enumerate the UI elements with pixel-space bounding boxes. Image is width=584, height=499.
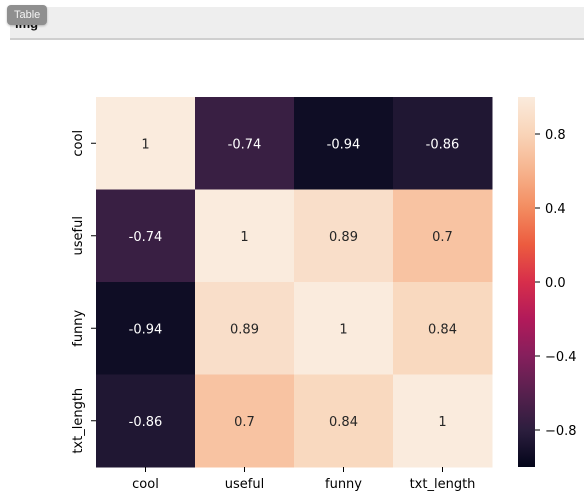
- colorbar-tick-label: −0.8: [545, 424, 577, 439]
- colorbar-tick-label: 0.4: [545, 202, 566, 217]
- colorbar-tick-label: 0.8: [545, 128, 566, 143]
- y-tick-label: txt_length: [71, 388, 86, 454]
- heatmap-cell-funny-funny: [294, 282, 394, 375]
- colorbar: [518, 97, 535, 467]
- cell-value-label: -0.86: [129, 415, 163, 430]
- y-tick-label: cool: [71, 130, 86, 157]
- heatmap-cell-cool-funny: [294, 97, 394, 190]
- heatmap-cell-funny-txt_length: [393, 282, 493, 375]
- cell-value-label: -0.94: [327, 137, 361, 152]
- colorbar-axis: 0.8 0.4 0.0 −0.4 −0.8: [535, 128, 577, 439]
- x-tick-label: cool: [132, 477, 159, 492]
- heatmap-cells: 1 -0.74 -0.94 -0.86 -0.74 1 0.89 0.7 -0.94 0.89 1 0…: [96, 97, 493, 468]
- heatmap-cell-txt_length-useful: [195, 374, 295, 468]
- heatmap-cell-txt_length-funny: [294, 374, 394, 468]
- cell-value-label: 0.7: [234, 415, 255, 430]
- heatmap-cell-cool-useful: [195, 97, 295, 190]
- heatmap-cell-useful-txt_length: [393, 189, 493, 283]
- heatmap-cell-useful-useful: [195, 189, 295, 283]
- y-tick-label: useful: [71, 216, 86, 255]
- x-tick-label: funny: [325, 477, 362, 492]
- cell-value-label: -0.86: [426, 137, 460, 152]
- heatmap-cell-funny-cool: [96, 282, 196, 375]
- cell-value-label: 0.84: [329, 415, 358, 430]
- cell-value-label: 1: [438, 415, 446, 430]
- heatmap-cell-cool-cool: [96, 97, 196, 190]
- cell-value-label: 0.7: [432, 230, 453, 245]
- output-header: img: [10, 7, 584, 40]
- y-axis: cool useful funny txt_length: [71, 130, 96, 454]
- heatmap-cell-useful-cool: [96, 189, 196, 283]
- heatmap-cell-txt_length-cool: [96, 374, 196, 468]
- x-axis: cool useful funny txt_length: [132, 467, 475, 492]
- heatmap-cell-useful-funny: [294, 189, 394, 283]
- cell-value-label: 0.89: [230, 322, 259, 337]
- cell-value-label: 1: [339, 322, 347, 337]
- heatmap-cell-funny-useful: [195, 282, 295, 375]
- cell-value-label: 1: [240, 230, 248, 245]
- heatmap-cell-txt_length-txt_length: [393, 374, 493, 468]
- colorbar-tick-label: 0.0: [545, 276, 566, 291]
- x-tick-label: useful: [225, 477, 264, 492]
- cell-value-label: -0.74: [228, 137, 262, 152]
- cell-value-label: -0.94: [129, 322, 163, 337]
- heatmap-cell-cool-txt_length: [393, 97, 493, 190]
- cell-value-label: -0.74: [129, 230, 163, 245]
- cell-value-label: 0.89: [329, 230, 358, 245]
- colorbar-tick-label: −0.4: [545, 350, 577, 365]
- x-tick-label: txt_length: [410, 477, 476, 492]
- cell-value-label: 0.84: [428, 322, 457, 337]
- tooltip: Table: [7, 5, 48, 25]
- cell-value-label: 1: [141, 137, 149, 152]
- y-tick-label: funny: [71, 309, 86, 346]
